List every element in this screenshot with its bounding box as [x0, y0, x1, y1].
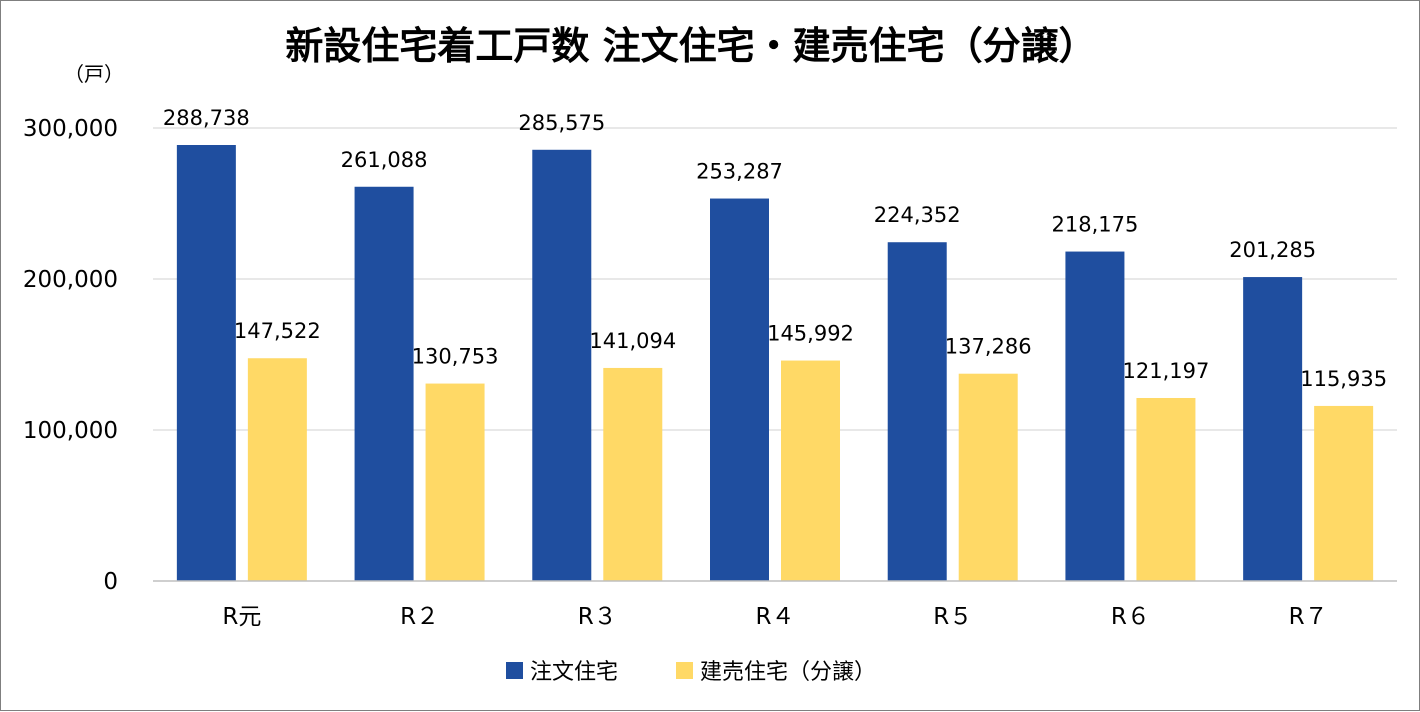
bars [176, 145, 1374, 582]
bar-ready-built-home [1136, 397, 1196, 581]
y-unit-label: （戸） [64, 62, 124, 86]
x-tick-label: R７ [1289, 604, 1328, 630]
y-tick-label: 200,000 [23, 267, 118, 293]
data-label: 201,285 [1229, 238, 1316, 262]
x-tick-label: R３ [578, 604, 617, 630]
data-labels: 288,738 147,522 261,088 130,753 285,575 141,0… [163, 106, 1387, 391]
x-tick-label: R５ [933, 604, 972, 630]
legend-swatch [506, 662, 523, 679]
bar-custom-home [887, 242, 947, 581]
y-tick-label: 0 [103, 569, 118, 595]
legend-swatch [676, 662, 693, 679]
data-label: 137,286 [945, 335, 1032, 359]
y-tick-label: 100,000 [23, 418, 118, 444]
legend: 注文住宅 建売住宅（分譲） [506, 660, 876, 685]
bar-ready-built-home [425, 383, 485, 581]
legend-label: 建売住宅（分譲） [700, 660, 876, 685]
bar-custom-home [710, 198, 769, 582]
x-tick-label: R元 [222, 604, 261, 630]
x-tick-label: R６ [1111, 604, 1150, 630]
x-axis-ticks: R元 R２ R３ R４ R５ R６ R７ [222, 604, 1327, 630]
bar-ready-built-home [247, 358, 307, 581]
data-label: 288,738 [163, 106, 250, 130]
chart-title: 新設住宅着工戸数 注文住宅・建売住宅（分譲） [285, 24, 1096, 68]
bar-custom-home [1243, 277, 1303, 581]
data-label: 141,094 [589, 329, 676, 353]
bar-custom-home [532, 149, 592, 582]
data-label: 145,992 [767, 322, 854, 346]
x-tick-label: R４ [756, 604, 795, 630]
x-tick-label: R２ [400, 604, 439, 630]
bar-custom-home [176, 145, 236, 581]
bar-ready-built-home [781, 360, 840, 581]
bar-custom-home [1065, 251, 1125, 581]
bar-ready-built-home [958, 373, 1018, 581]
bar-ready-built-home [1314, 405, 1374, 581]
y-axis-ticks: 0 100,000 200,000 300,000 [23, 116, 118, 595]
data-label: 218,175 [1052, 213, 1139, 237]
data-label: 261,088 [341, 148, 428, 172]
data-label: 121,197 [1123, 359, 1210, 383]
legend-label: 注文住宅 [530, 660, 618, 685]
bar-ready-built-home [603, 367, 663, 581]
data-label: 224,352 [874, 203, 961, 227]
data-label: 115,935 [1300, 367, 1387, 391]
y-tick-label: 300,000 [23, 116, 118, 142]
data-label: 147,522 [234, 319, 321, 343]
data-label: 285,575 [518, 111, 605, 135]
bar-custom-home [354, 186, 414, 581]
data-label: 253,287 [696, 160, 783, 184]
data-label: 130,753 [412, 345, 499, 369]
